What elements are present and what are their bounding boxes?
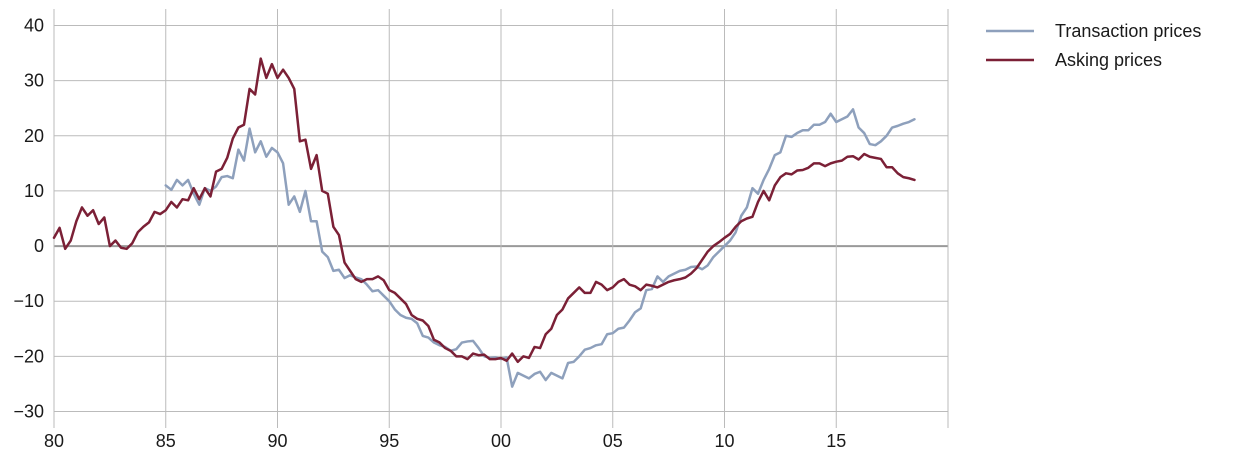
series-line-transaction-prices	[164, 108, 916, 388]
x-tick-label: 95	[379, 431, 399, 451]
legend-label-transaction-prices: Transaction prices	[1055, 21, 1201, 41]
y-axis-ticks: 40 30 20 10 0 −10 −20 −30	[13, 16, 44, 422]
grid	[53, 9, 949, 428]
x-tick-label: 15	[826, 431, 846, 451]
series-layer	[52, 57, 916, 388]
x-axis-ticks: 80 85 90 95 00 05 10 15	[44, 431, 846, 451]
y-tick-label: 0	[34, 236, 44, 256]
x-tick-label: 05	[603, 431, 623, 451]
y-tick-label: −30	[13, 401, 44, 421]
y-tick-label: −10	[13, 291, 44, 311]
series-line-asking-prices	[52, 57, 916, 364]
y-tick-label: 30	[24, 71, 44, 91]
x-tick-label: 00	[491, 431, 511, 451]
legend: Transaction prices Asking prices	[986, 21, 1201, 70]
y-tick-label: 20	[24, 126, 44, 146]
y-tick-label: 40	[24, 16, 44, 36]
x-tick-label: 85	[156, 431, 176, 451]
legend-item-asking-prices: Asking prices	[986, 50, 1162, 70]
legend-label-asking-prices: Asking prices	[1055, 50, 1162, 70]
legend-item-transaction-prices: Transaction prices	[986, 21, 1201, 41]
x-tick-label: 90	[267, 431, 287, 451]
y-tick-label: 10	[24, 181, 44, 201]
x-tick-label: 10	[714, 431, 734, 451]
y-tick-label: −20	[13, 346, 44, 366]
x-tick-label: 80	[44, 431, 64, 451]
